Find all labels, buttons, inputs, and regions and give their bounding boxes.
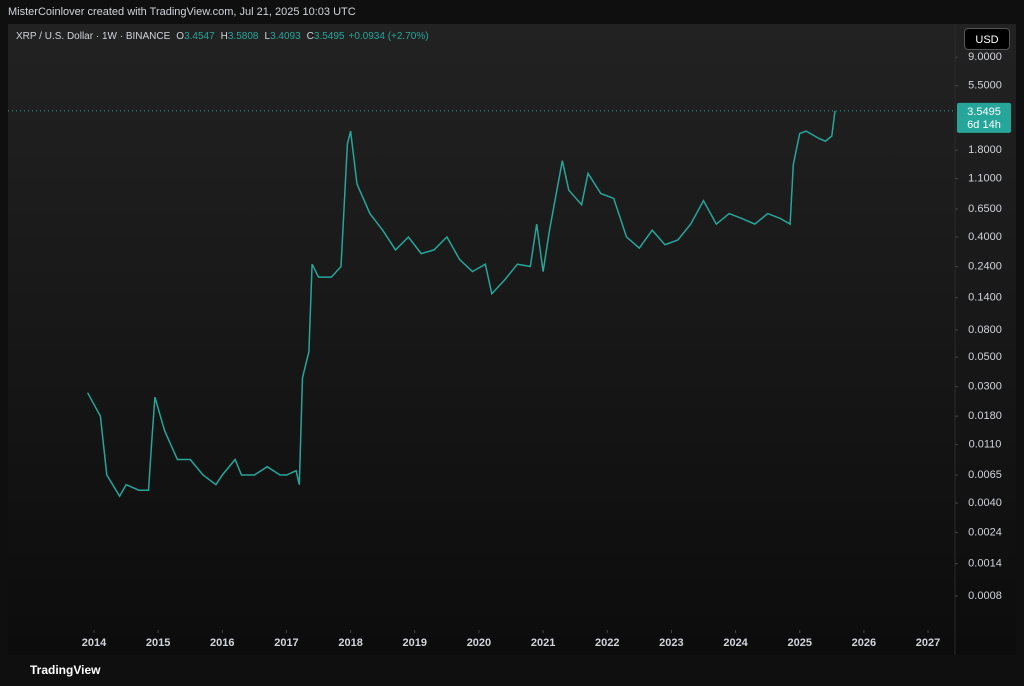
currency-button[interactable]: USD [964, 28, 1010, 50]
x-tick-label: 2021 [531, 637, 555, 649]
x-tick-label: 2018 [338, 637, 362, 649]
x-tick-label: 2019 [403, 637, 427, 649]
ohlc-key: C [306, 31, 314, 42]
y-tick-label: 0.0300 [968, 381, 1002, 393]
x-tick-label: 2027 [916, 637, 940, 649]
x-tick-label: 2014 [82, 637, 107, 649]
countdown: 6d 14h [967, 119, 1001, 131]
x-tick-label: 2016 [210, 637, 234, 649]
last-price-badge [957, 102, 1011, 133]
y-tick-label: 0.6500 [968, 203, 1002, 215]
x-tick-label: 2015 [146, 637, 170, 649]
y-tick-label: 0.0180 [968, 410, 1002, 422]
credit: MisterCoinlover created with TradingView… [8, 6, 356, 18]
ohlc-value: 3.4547 [184, 31, 215, 42]
x-tick-label: 2017 [274, 637, 298, 649]
x-tick-label: 2026 [852, 637, 876, 649]
ohlc-value: 3.5808 [227, 31, 259, 42]
ohlc-key: L [264, 31, 271, 42]
y-tick-label: 1.1000 [968, 172, 1002, 184]
x-tick-label: 2025 [787, 637, 811, 649]
y-tick-label: 5.5000 [968, 80, 1002, 92]
x-tick-label: 2023 [659, 637, 683, 649]
x-tick-label: 2024 [723, 637, 748, 649]
y-tick-label: 0.0065 [968, 469, 1002, 481]
price-line [86, 110, 836, 498]
y-tick-label: 0.2400 [968, 260, 1002, 272]
last-price-label: 3.5495 [967, 106, 1001, 118]
x-tick-label: 2022 [595, 637, 619, 649]
x-tick-label: 2020 [467, 637, 491, 649]
y-tick-label: 0.0800 [968, 324, 1002, 336]
y-tick-label: 0.0040 [968, 497, 1002, 509]
ohlc-value: 3.4093 [270, 31, 301, 42]
legend: XRP / U.S. Dollar · 1W · BINANCE O3.4547 H… [16, 31, 429, 42]
y-tick-label: 9.0000 [968, 51, 1002, 63]
chart-background [8, 24, 1016, 655]
y-tick-label: 0.1400 [968, 292, 1002, 304]
ohlc-value: 3.5495 [313, 31, 345, 42]
y-tick-label: 0.0110 [969, 439, 1002, 451]
y-tick-label: 1.8000 [968, 144, 1002, 156]
footer-logo: TradingView [30, 663, 101, 677]
y-tick-label: 0.0024 [968, 526, 1002, 538]
y-tick-label: 0.0008 [968, 590, 1002, 602]
symbol: XRP / U.S. Dollar · 1W · BINANCE [16, 31, 171, 42]
y-tick-label: 0.4000 [968, 231, 1002, 243]
y-tick-label: 0.0014 [968, 558, 1002, 570]
ohlc-key: O [176, 31, 185, 42]
change: +0.0934 (+2.70%) [348, 31, 429, 42]
y-tick-label: 0.0500 [968, 351, 1002, 363]
ohlc-key: H [220, 31, 228, 42]
